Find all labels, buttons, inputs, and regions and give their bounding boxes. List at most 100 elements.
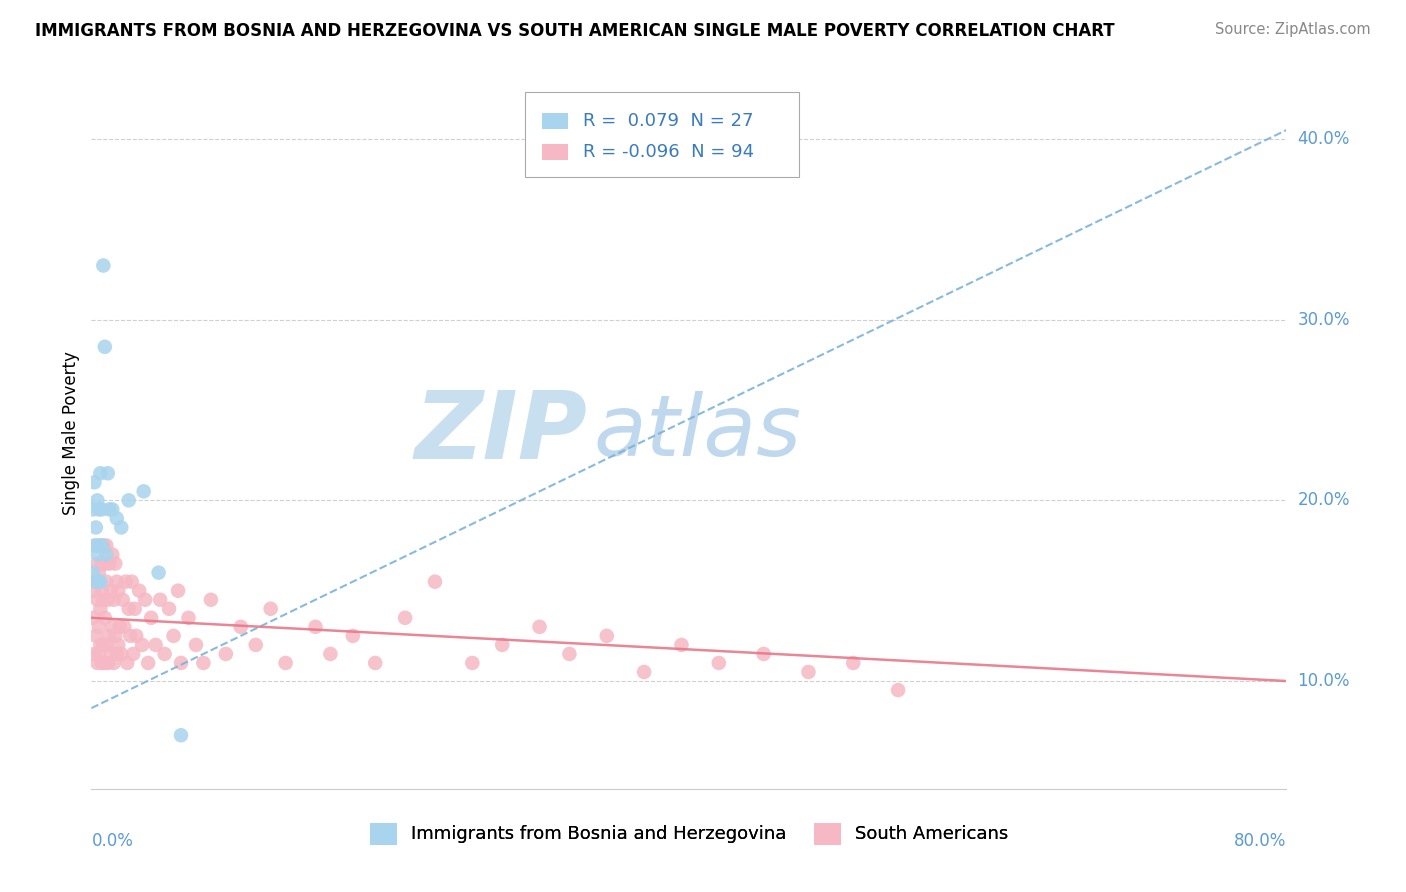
Point	[97, 592, 120, 607]
Point	[193, 656, 215, 670]
Point	[84, 539, 107, 553]
Point	[108, 620, 131, 634]
Point	[84, 574, 107, 589]
Point	[82, 611, 104, 625]
Point	[153, 647, 176, 661]
Point	[162, 629, 184, 643]
Point	[131, 638, 153, 652]
Point	[105, 647, 128, 661]
Point	[96, 574, 118, 589]
Text: 40.0%: 40.0%	[1298, 130, 1350, 148]
Point	[118, 601, 141, 615]
Point	[89, 574, 111, 589]
Point	[118, 493, 141, 508]
Point	[797, 665, 820, 679]
Point	[84, 629, 107, 643]
Point	[98, 557, 121, 571]
Point	[83, 647, 105, 661]
Point	[90, 502, 112, 516]
Point	[87, 502, 110, 516]
Point	[157, 601, 180, 615]
Point	[111, 592, 134, 607]
Point	[105, 574, 128, 589]
Point	[141, 611, 163, 625]
Point	[86, 592, 108, 607]
Point	[887, 683, 910, 698]
Point	[89, 467, 111, 481]
Point	[707, 656, 730, 670]
Point	[96, 548, 118, 562]
Point	[110, 520, 132, 534]
Point	[83, 539, 105, 553]
Point	[93, 259, 115, 273]
Point	[342, 629, 364, 643]
Point	[98, 502, 121, 516]
Point	[107, 638, 129, 652]
Point	[364, 656, 387, 670]
Point	[558, 647, 581, 661]
Point	[125, 629, 148, 643]
Point	[184, 638, 207, 652]
Point	[596, 629, 619, 643]
Point	[82, 502, 104, 516]
Point	[84, 520, 107, 534]
Y-axis label: Single Male Poverty: Single Male Poverty	[62, 351, 80, 515]
Point	[93, 592, 115, 607]
Point	[96, 539, 118, 553]
Bar	[541, 113, 568, 128]
Point	[491, 638, 513, 652]
Point	[101, 548, 124, 562]
Point	[170, 656, 193, 670]
Text: IMMIGRANTS FROM BOSNIA AND HERZEGOVINA VS SOUTH AMERICAN SINGLE MALE POVERTY COR: IMMIGRANTS FROM BOSNIA AND HERZEGOVINA V…	[35, 22, 1115, 40]
Point	[83, 583, 105, 598]
Text: R =  0.079  N = 27: R = 0.079 N = 27	[582, 112, 754, 129]
Point	[633, 665, 655, 679]
Point	[229, 620, 252, 634]
Point	[84, 574, 107, 589]
Point	[94, 557, 117, 571]
Point	[87, 566, 110, 580]
Point	[215, 647, 238, 661]
Point	[274, 656, 297, 670]
Text: 80.0%: 80.0%	[1234, 832, 1286, 850]
Point	[114, 574, 136, 589]
Text: 30.0%: 30.0%	[1298, 310, 1350, 329]
Point	[101, 502, 124, 516]
Point	[423, 574, 446, 589]
Point	[101, 620, 124, 634]
Legend: Immigrants from Bosnia and Herzegovina, South Americans: Immigrants from Bosnia and Herzegovina, …	[363, 815, 1015, 852]
Point	[87, 574, 110, 589]
Point	[103, 592, 125, 607]
Point	[132, 484, 155, 499]
Point	[461, 656, 484, 670]
Point	[103, 656, 125, 670]
Point	[136, 656, 159, 670]
Point	[98, 629, 121, 643]
Point	[90, 583, 112, 598]
Text: Source: ZipAtlas.com: Source: ZipAtlas.com	[1215, 22, 1371, 37]
Point	[90, 557, 112, 571]
Point	[97, 467, 120, 481]
Point	[89, 638, 111, 652]
Point	[104, 557, 127, 571]
Point	[122, 647, 145, 661]
Point	[529, 620, 551, 634]
Point	[104, 629, 127, 643]
Point	[120, 629, 142, 643]
FancyBboxPatch shape	[526, 92, 799, 178]
Point	[94, 656, 117, 670]
Point	[86, 656, 108, 670]
Point	[148, 566, 170, 580]
Point	[110, 647, 132, 661]
Point	[177, 611, 200, 625]
Point	[752, 647, 775, 661]
Bar	[541, 145, 568, 160]
Point	[200, 592, 222, 607]
Text: 20.0%: 20.0%	[1298, 491, 1350, 509]
Point	[259, 601, 281, 615]
Point	[86, 493, 108, 508]
Point	[842, 656, 865, 670]
Point	[121, 574, 143, 589]
Point	[394, 611, 416, 625]
Point	[105, 511, 128, 525]
